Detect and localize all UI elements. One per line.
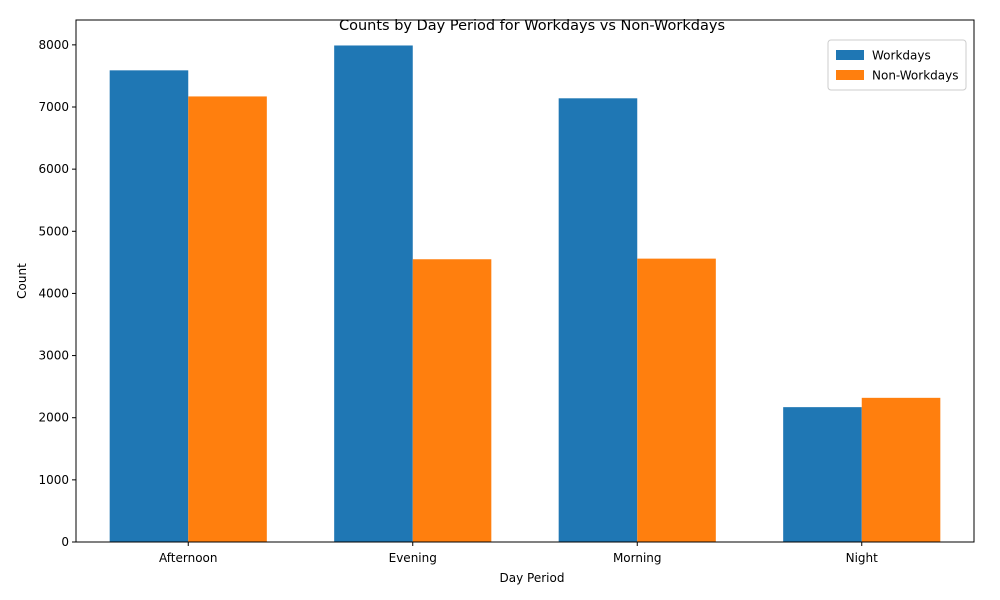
legend-box <box>827 39 967 91</box>
y-tick-label: 3000 <box>38 349 69 363</box>
bar-non-workdays-morning <box>637 258 716 542</box>
y-axis: 0 1000 2000 3000 4000 5000 6000 7000 8000 <box>38 38 76 549</box>
y-tick-label: 6000 <box>38 162 69 176</box>
chart-title: Counts by Day Period for Workdays vs Non… <box>339 18 725 34</box>
y-tick-label: 7000 <box>38 100 69 114</box>
legend: Workdays Non-Workdays <box>827 39 967 91</box>
bars-group <box>109 45 941 543</box>
y-axis-label: Count <box>15 263 29 299</box>
y-tick-label: 4000 <box>38 286 69 300</box>
x-tick-label: Afternoon <box>159 551 218 565</box>
y-tick-label: 1000 <box>38 473 69 487</box>
bar-non-workdays-night <box>861 397 941 542</box>
bar-non-workdays-afternoon <box>188 96 267 542</box>
legend-swatch <box>836 70 864 80</box>
bar-non-workdays-evening <box>412 259 492 542</box>
legend-label: Non-Workdays <box>872 69 958 83</box>
x-axis-label: Day Period <box>500 571 565 585</box>
legend-label: Workdays <box>872 49 931 63</box>
y-tick-label: 8000 <box>38 38 69 52</box>
y-tick-label: 0 <box>61 535 69 549</box>
y-tick-label: 5000 <box>38 224 69 238</box>
y-tick-label: 2000 <box>38 411 69 425</box>
bar-workdays-evening <box>334 45 413 542</box>
legend-swatch <box>836 50 864 60</box>
bar-workdays-morning <box>558 98 638 543</box>
x-tick-label: Morning <box>613 551 662 565</box>
plot-frame <box>75 19 975 543</box>
x-tick-label: Night <box>846 551 879 565</box>
bar-workdays-night <box>783 407 862 542</box>
x-tick-label: Evening <box>389 551 437 565</box>
bar-workdays-afternoon <box>109 70 189 542</box>
x-axis: Afternoon Evening Morning Night <box>159 542 878 565</box>
